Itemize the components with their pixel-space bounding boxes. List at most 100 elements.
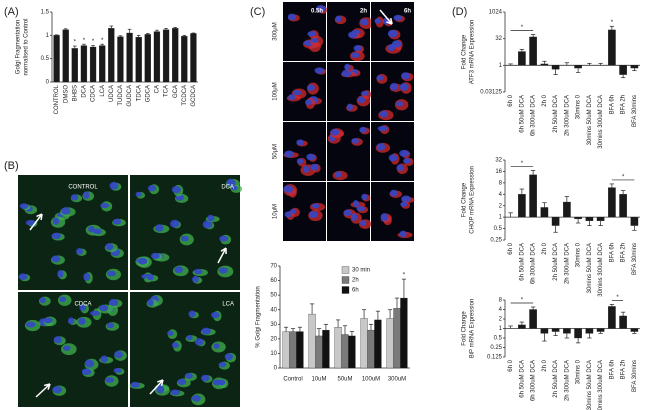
y-axis-label: % Golgi Fragmentation: [256, 286, 262, 347]
y-tick-label: 1: [499, 326, 503, 332]
micrograph-label: LCA: [222, 302, 234, 308]
bar: [282, 331, 290, 369]
significance: *: [521, 25, 524, 31]
arrow-head: [43, 383, 51, 387]
y-tick-label: 0: [46, 80, 50, 86]
x-tick-label: TUDCA: [118, 85, 124, 106]
x-tick-label: CA: [155, 85, 161, 93]
nucleus: [104, 377, 115, 383]
legend-swatch: [341, 276, 350, 284]
legend-swatch: [341, 286, 350, 294]
nucleus: [403, 157, 411, 164]
nucleus: [171, 342, 179, 348]
x-tick-label: CONTROL: [54, 84, 60, 114]
nucleus: [51, 255, 61, 263]
x-tick-label: GCDCA: [191, 85, 197, 107]
bar: [563, 201, 571, 218]
x-tick-label: 300uM: [388, 377, 406, 383]
x-tick-label: 10uM: [311, 377, 326, 383]
significance: *: [616, 295, 619, 301]
bar: [551, 328, 560, 332]
y-tick-label: 20: [270, 336, 277, 342]
x-tick-label: 2h 50uM DCA: [553, 243, 559, 281]
y-axis-label: normalised to Control: [24, 18, 30, 75]
x-tick-label: 2h 50uM DCA: [553, 95, 559, 133]
nucleus: [170, 389, 181, 396]
x-tick-label: Control: [283, 377, 302, 383]
x-tick-label: 6h 50uM DCA: [519, 360, 525, 398]
arrow-head: [386, 21, 393, 25]
bar: [341, 334, 349, 369]
nucleus: [130, 381, 140, 388]
nucleus: [213, 343, 220, 349]
nucleus: [399, 83, 409, 91]
y-tick-label: 1: [499, 63, 503, 69]
nucleus: [174, 266, 184, 274]
nucleus: [210, 311, 220, 319]
nucleus: [57, 270, 64, 278]
nucleus: [180, 235, 189, 242]
nucleus: [19, 203, 29, 209]
micrograph-label: DCA: [221, 185, 234, 191]
nucleus: [146, 273, 154, 281]
x-tick-label: DCA: [82, 85, 88, 98]
bar: [551, 65, 560, 70]
bar: [400, 297, 408, 369]
nucleus: [360, 18, 369, 26]
y-tick-label: 0.5: [41, 56, 50, 62]
y-tick-label: 50: [270, 293, 277, 299]
x-tick-label: 100uM: [362, 377, 380, 383]
nucleus: [218, 361, 227, 368]
nucleus: [360, 220, 367, 227]
nucleus: [108, 299, 119, 307]
bar: [608, 306, 616, 329]
nucleus: [79, 304, 87, 311]
bar: [551, 216, 560, 226]
bar: [619, 194, 627, 218]
bar: [190, 33, 197, 83]
y-tick-label: 10: [270, 351, 277, 357]
nucleus: [353, 45, 362, 52]
nucleus: [25, 219, 36, 226]
y-tick-label: 0.125: [487, 355, 503, 361]
bar: [540, 63, 549, 66]
nucleus: [352, 200, 360, 208]
arrow-head: [390, 17, 393, 25]
nucleus: [106, 270, 116, 277]
bar: [630, 328, 639, 332]
nucleus: [400, 72, 411, 80]
x-tick-label: TCA: [164, 85, 170, 97]
nucleus: [156, 385, 165, 394]
arrow: [29, 213, 43, 231]
nucleus: [311, 37, 319, 44]
bar: [99, 45, 106, 83]
row-label: 100μM: [273, 82, 279, 100]
nucleus: [100, 202, 110, 208]
x-tick-label: BFA 6h: [609, 243, 615, 262]
arrow: [217, 247, 227, 264]
nucleus: [114, 350, 123, 359]
y-tick-label: 8: [499, 298, 503, 304]
nucleus: [150, 252, 160, 260]
x-tick-label: 30mins 300uM DCA: [598, 95, 604, 149]
arrow-head: [157, 379, 164, 383]
column-label: 0.5h: [311, 9, 323, 15]
x-tick-label: GDCA: [145, 85, 151, 102]
bar: [585, 216, 594, 221]
y-axis-label: Fold Change: [462, 311, 468, 346]
bar: [135, 37, 142, 83]
nucleus: [314, 67, 325, 74]
bar: [89, 46, 97, 83]
x-tick-label: 30mins 300uM DCA: [598, 360, 604, 410]
nucleus: [218, 267, 228, 274]
bar: [540, 207, 549, 218]
nucleus: [67, 317, 75, 325]
nucleus: [217, 379, 226, 386]
nucleus: [63, 345, 71, 351]
bar: [540, 328, 549, 334]
nucleus: [52, 217, 60, 225]
x-tick-label: UDCA: [109, 85, 115, 102]
bar: [563, 328, 571, 334]
nucleus: [226, 178, 236, 187]
bar: [181, 36, 188, 83]
